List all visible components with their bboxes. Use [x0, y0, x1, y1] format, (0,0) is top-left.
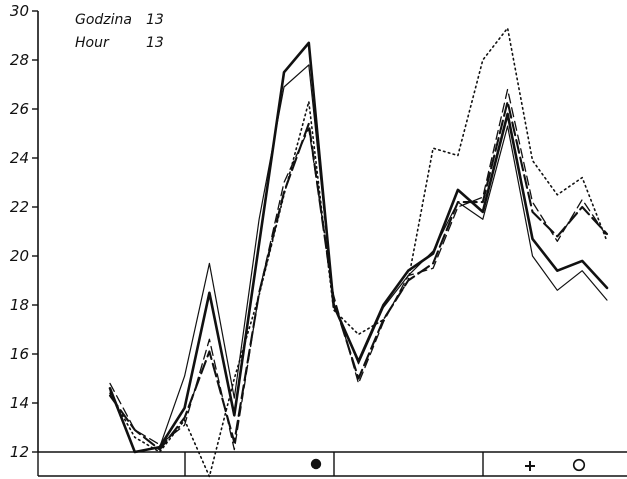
series-line-long-dashed: [108, 100, 609, 451]
series-line-dashed: [109, 88, 608, 451]
annotation-value-1: 13: [146, 35, 164, 51]
series-line-dotted: [109, 27, 608, 478]
y-tick-label-28: 28: [10, 51, 29, 69]
y-tick-label-24: 24: [10, 149, 29, 167]
series-line-thick: [108, 41, 609, 454]
y-tick-label-18: 18: [10, 296, 29, 314]
y-tick-label-12: 12: [10, 443, 29, 461]
y-tick-label-20: 20: [10, 247, 29, 265]
annotation: Godzina 13 Hour 13: [75, 12, 164, 51]
y-tick-label-30: 30: [10, 2, 29, 20]
y-tick-label-16: 16: [10, 345, 29, 363]
bottom-band: [37, 451, 627, 477]
annotation-label-0: Godzina: [75, 12, 132, 28]
series-group: [108, 27, 609, 478]
y-tick-label-26: 26: [10, 100, 29, 118]
y-tick-label-14: 14: [10, 394, 29, 412]
annotation-value-0: 13: [146, 12, 164, 28]
y-axis: 12 14 16 18 20 22 24 26 28 30: [10, 2, 39, 461]
y-tick-label-22: 22: [10, 198, 29, 216]
series-line-thin: [109, 64, 608, 453]
marker-filled-circle: [310, 458, 322, 470]
annotation-label-1: Hour: [75, 35, 110, 51]
marker-open-circle: [572, 458, 586, 472]
